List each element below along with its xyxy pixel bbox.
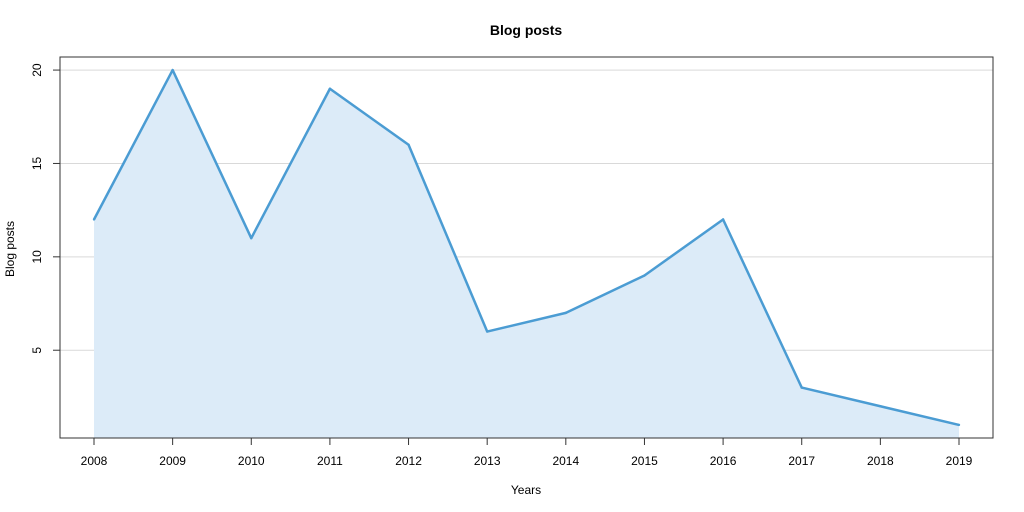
data-point-2019: [957, 423, 961, 427]
x-tick-label-2017: 2017: [788, 454, 815, 468]
plot-frame: [59, 56, 994, 439]
x-tick-label-2013: 2013: [474, 454, 501, 468]
y-tick-label-5: 5: [30, 347, 44, 354]
area-fill: [94, 70, 959, 438]
x-tick-label-2018: 2018: [867, 454, 894, 468]
x-tick-label-2011: 2011: [317, 454, 343, 468]
data-point-2011: [328, 87, 332, 90]
data-point-2016: [721, 218, 725, 221]
x-tick-label-2008: 2008: [81, 454, 108, 468]
x-tick-label-2009: 2009: [159, 454, 186, 468]
y-tick-label-15: 15: [30, 156, 44, 170]
data-point-2017: [800, 386, 803, 389]
x-axis-label: Years: [511, 483, 541, 497]
x-tick-label-2019: 2019: [946, 454, 973, 468]
data-point-2014: [564, 311, 568, 315]
data-point-2013: [485, 330, 489, 333]
y-tick-label-10: 10: [30, 250, 44, 264]
y-axis-label: Blog posts: [3, 221, 17, 277]
data-point-2008: [92, 218, 96, 221]
x-tick-label-2012: 2012: [395, 454, 422, 468]
x-tick-label-2015: 2015: [631, 454, 658, 468]
y-axis: 5 10 15 20: [30, 63, 60, 354]
data-point-2009: [171, 68, 174, 72]
series-line: [92, 68, 960, 427]
chart-title: Blog posts: [490, 22, 563, 38]
x-tick-label-2014: 2014: [552, 454, 579, 468]
y-tick-label-20: 20: [30, 63, 44, 77]
x-tick-label-2010: 2010: [238, 454, 265, 468]
x-axis: 2008 2009 2010 2011 2012 2013 2014 2015 2016 2017…: [81, 438, 973, 468]
data-point-2015: [643, 274, 646, 277]
x-tick-label-2016: 2016: [710, 454, 737, 468]
data-point-2012: [407, 143, 410, 146]
data-point-2018: [879, 405, 882, 408]
data-point-2010: [250, 236, 253, 240]
